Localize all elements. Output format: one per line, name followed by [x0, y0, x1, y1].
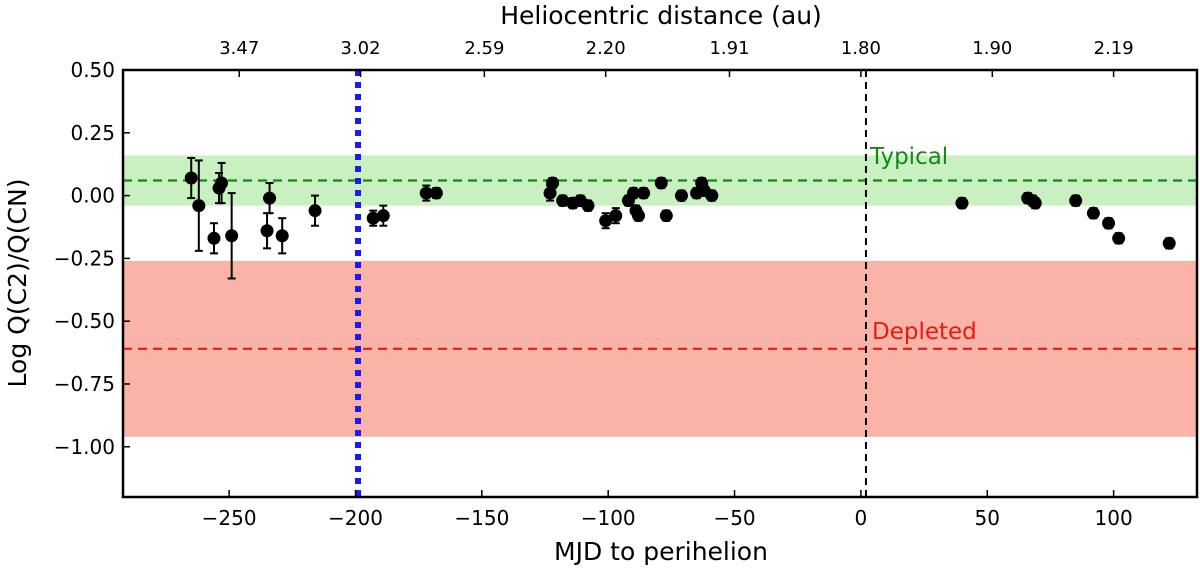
data-point-38 — [1069, 194, 1083, 208]
data-point-1 — [192, 199, 206, 213]
top-tick-label: 3.02 — [341, 38, 381, 59]
data-point-27 — [654, 176, 668, 190]
data-point-41 — [1112, 231, 1126, 245]
plot-frame — [121, 68, 1199, 499]
data-point-34 — [955, 196, 969, 210]
top-tick-label: 2.19 — [1094, 38, 1134, 59]
data-point-28 — [659, 209, 673, 223]
data-point-33 — [705, 189, 719, 203]
data-point-13 — [429, 186, 443, 200]
data-point-9 — [308, 204, 322, 218]
y-axis-title: Log Q(C2)/Q(CN) — [3, 179, 32, 388]
data-point-2 — [207, 231, 221, 245]
top-tick-label: 1.80 — [841, 38, 881, 59]
data-point-25 — [632, 209, 646, 223]
y-tick-label: −1.00 — [54, 435, 115, 459]
data-point-15 — [546, 176, 560, 190]
top-tick-label: 1.91 — [709, 38, 749, 59]
data-point-39 — [1086, 206, 1100, 220]
x-tick-label: 0 — [855, 506, 868, 530]
data-point-21 — [609, 209, 623, 223]
data-point-10 — [366, 211, 380, 225]
data-point-37 — [1028, 196, 1042, 210]
y-tick-label: 0.00 — [70, 184, 115, 208]
data-point-12 — [419, 186, 433, 200]
data-point-14 — [543, 186, 557, 200]
x-tick-label: −250 — [202, 506, 257, 530]
data-point-20 — [599, 214, 613, 228]
top-tick-label: 2.20 — [586, 38, 626, 59]
top-tick-label: 2.59 — [464, 38, 504, 59]
data-point-4 — [215, 176, 229, 190]
data-point-8 — [275, 229, 289, 243]
x-axis-title: MJD to perihelion — [554, 537, 768, 566]
y-tick-label: 0.25 — [70, 121, 115, 145]
data-point-0 — [184, 171, 198, 185]
x-tick-label: −200 — [328, 506, 383, 530]
x-tick-label: 100 — [1095, 506, 1133, 530]
x-tick-label: −150 — [454, 506, 509, 530]
x-tick-label: −100 — [581, 506, 636, 530]
axes-layer: −250 −200 −150 −100 −50 0 50 100 0.50 0.25 0.00 −0.… — [54, 38, 1199, 530]
data-point-layer — [184, 156, 1176, 280]
data-point-26 — [637, 186, 651, 200]
y-tick-label: 0.50 — [70, 58, 115, 82]
data-point-16 — [556, 194, 570, 208]
depleted-band — [123, 260, 1197, 437]
data-point-7 — [263, 191, 277, 205]
depleted-label: Depleted — [872, 319, 977, 345]
y-tick-label: −0.25 — [54, 246, 115, 270]
y-tick-label: −0.75 — [54, 372, 115, 396]
data-point-40 — [1102, 216, 1116, 230]
data-point-42 — [1162, 236, 1176, 250]
x-tick-label: 50 — [975, 506, 1000, 530]
data-point-23 — [626, 186, 640, 200]
typical-label: Typical — [869, 144, 948, 170]
data-point-29 — [674, 189, 688, 203]
data-point-5 — [225, 229, 239, 243]
x-tick-label: −50 — [713, 506, 755, 530]
data-point-19 — [581, 199, 595, 213]
top-tick-label: 3.47 — [219, 38, 259, 59]
band-layer — [123, 155, 1197, 437]
top-axis-title: Heliocentric distance (au) — [500, 1, 822, 30]
top-tick-label: 1.90 — [972, 38, 1012, 59]
data-point-11 — [376, 209, 390, 223]
y-tick-label: −0.50 — [54, 309, 115, 333]
data-point-6 — [260, 224, 274, 238]
